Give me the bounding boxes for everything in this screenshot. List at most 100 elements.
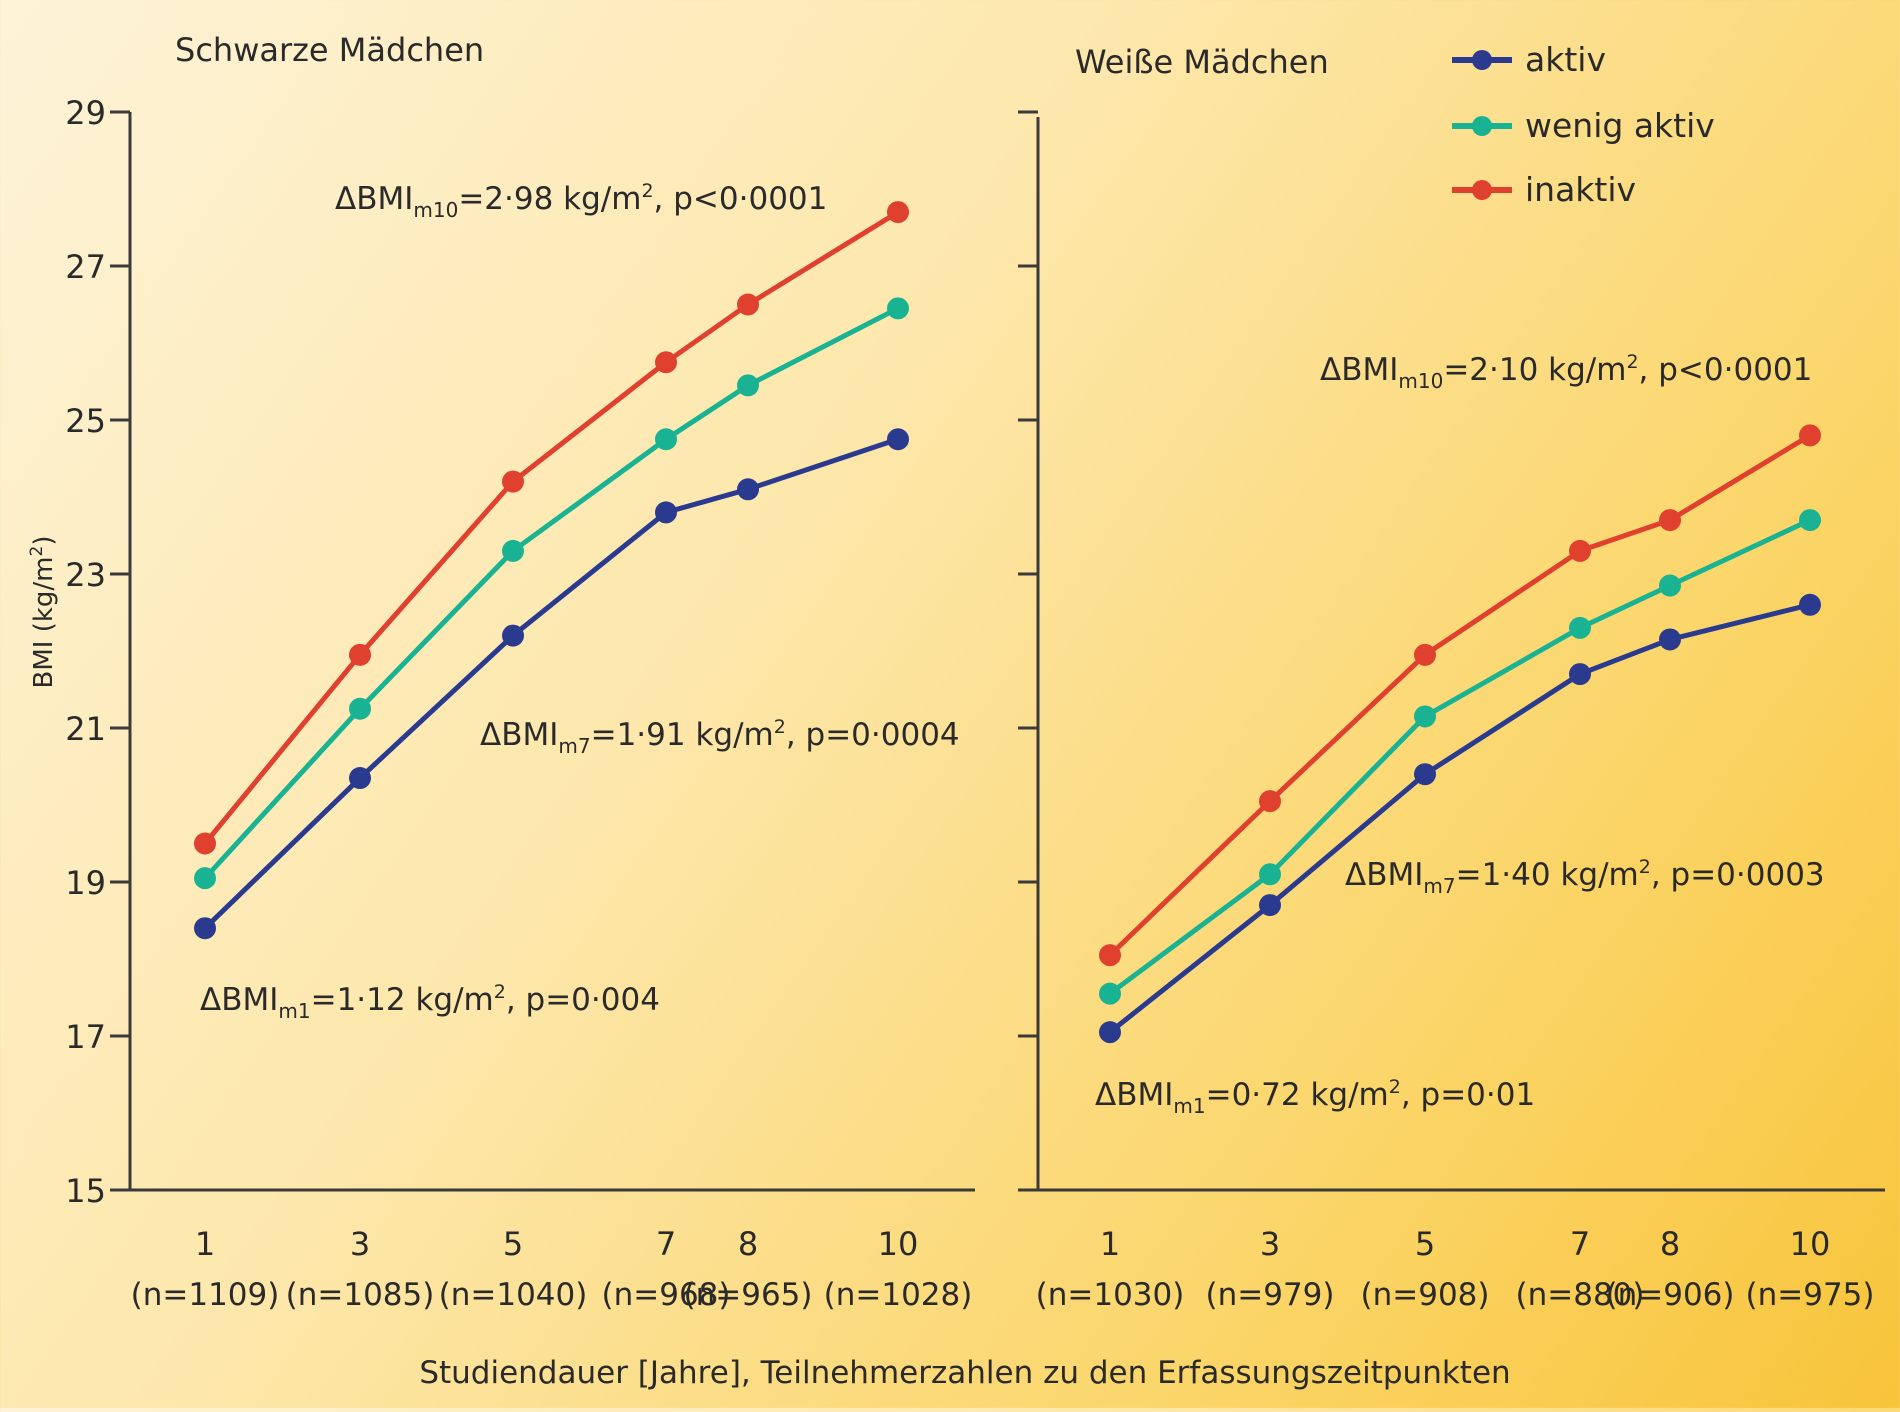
point-right-aktiv-3 — [1259, 894, 1281, 917]
x-tick-label-left-10: 10 — [878, 1225, 919, 1263]
point-right-inaktiv-8 — [1659, 509, 1681, 532]
point-left-wenig-aktiv-8 — [737, 374, 759, 397]
x-tick-label-right-3: 3 — [1260, 1225, 1280, 1263]
y-tick-label-25: 25 — [65, 402, 106, 440]
y-ticks-left — [110, 110, 130, 1192]
legend-item-inaktiv: inaktiv — [1452, 170, 1636, 209]
n-label-right-10: (n=975) — [1746, 1277, 1875, 1313]
point-left-inaktiv-8 — [737, 293, 759, 316]
x-tick-label-right-1: 1 — [1100, 1225, 1120, 1263]
x-tick-label-right-8: 8 — [1660, 1225, 1680, 1263]
point-left-aktiv-3 — [349, 767, 371, 790]
y-tick-label-29: 29 — [65, 94, 106, 132]
n-label-right-5: (n=908) — [1361, 1277, 1490, 1313]
series-line-right-inaktiv — [1108, 433, 1812, 957]
series-line-left-inaktiv — [203, 209, 900, 846]
x-tick-label-left-3: 3 — [350, 1225, 370, 1263]
point-left-wenig-aktiv-10 — [887, 297, 909, 320]
legend-label-wenig-aktiv: wenig aktiv — [1525, 106, 1715, 145]
n-label-left-10: (n=1028) — [824, 1277, 973, 1313]
point-left-aktiv-1 — [194, 917, 216, 940]
point-right-wenig-aktiv-10 — [1799, 509, 1821, 532]
annot-right-m7: ΔBMIm7=1·40 kg/m2, p=0·0003 — [1345, 856, 1825, 898]
y-tick-labels: 15 17 19 21 23 25 27 29 — [65, 94, 106, 1210]
series-line-left-wenig-aktiv — [203, 306, 900, 880]
n-label-left-8: (n=965) — [684, 1277, 813, 1313]
point-right-wenig-aktiv-7 — [1569, 616, 1591, 639]
annot-left-m10: ΔBMIm10=2·98 kg/m2, p<0·0001 — [335, 180, 827, 222]
series-group-right — [1099, 424, 1821, 1044]
series-line-left-aktiv — [203, 436, 899, 930]
point-left-wenig-aktiv-5 — [502, 539, 524, 562]
point-left-inaktiv-3 — [349, 643, 371, 666]
axis-right — [1036, 117, 1885, 1192]
n-label-left-3: (n=1085) — [286, 1277, 435, 1313]
y-axis-label: BMI (kg/m2) — [27, 536, 59, 689]
point-right-inaktiv-1 — [1099, 944, 1121, 967]
y-tick-label-23: 23 — [65, 556, 106, 594]
legend: aktiv wenig aktiv inaktiv — [1452, 40, 1715, 209]
y-tick-label-19: 19 — [65, 864, 106, 902]
y-tick-label-27: 27 — [65, 248, 106, 286]
x-tick-label-left-7: 7 — [656, 1225, 676, 1263]
point-right-inaktiv-3 — [1259, 790, 1281, 813]
y-tick-label-15: 15 — [65, 1172, 106, 1210]
point-left-inaktiv-10 — [887, 201, 909, 224]
point-left-wenig-aktiv-7 — [655, 428, 677, 451]
x-labels-left: 1 (n=1109) 3 (n=1085) 5 (n=1040) 7 (n=968)8 (n=9… — [131, 1225, 973, 1313]
panel-title-left: Schwarze Mädchen — [175, 31, 484, 69]
x-axis-label: Studiendauer [Jahre], Teilnehmerzahlen z… — [419, 1355, 1510, 1391]
annot-left-m7: ΔBMIm7=1·91 kg/m2, p=0·0004 — [480, 716, 960, 758]
point-right-wenig-aktiv-3 — [1259, 863, 1281, 886]
point-left-aktiv-5 — [502, 624, 524, 647]
point-right-wenig-aktiv-1 — [1099, 982, 1121, 1005]
n-label-right-8: (n=906) — [1606, 1277, 1735, 1313]
point-right-aktiv-1 — [1099, 1021, 1121, 1044]
point-right-aktiv-7 — [1569, 663, 1591, 686]
x-tick-label-left-5: 5 — [503, 1225, 523, 1263]
point-right-aktiv-8 — [1659, 628, 1681, 651]
point-right-aktiv-10 — [1799, 593, 1821, 616]
y-tick-label-17: 17 — [65, 1018, 106, 1056]
annot-right-m1: ΔBMIm1=0·72 kg/m2, p=0·01 — [1095, 1076, 1535, 1118]
series-line-right-wenig-aktiv — [1108, 517, 1812, 996]
point-right-inaktiv-5 — [1414, 643, 1436, 666]
n-label-right-1: (n=1030) — [1036, 1277, 1185, 1313]
y-ticks-right — [1018, 110, 1038, 1192]
n-label-left-7: (n=968) — [602, 1277, 731, 1313]
point-left-wenig-aktiv-3 — [349, 697, 371, 720]
series-line-right-aktiv — [1108, 602, 1811, 1035]
annot-left-m1: ΔBMIm1=1·12 kg/m2, p=0·004 — [200, 981, 660, 1023]
point-left-inaktiv-5 — [502, 470, 524, 493]
point-right-wenig-aktiv-5 — [1414, 705, 1436, 728]
legend-item-wenig-aktiv: wenig aktiv — [1452, 106, 1715, 145]
n-label-left-5: (n=1040) — [439, 1277, 588, 1313]
x-tick-label-right-7: 7 — [1570, 1225, 1590, 1263]
x-tick-label-left-1: 1 — [195, 1225, 215, 1263]
point-left-aktiv-7 — [655, 501, 677, 524]
point-right-aktiv-5 — [1414, 763, 1436, 786]
legend-label-aktiv: aktiv — [1525, 40, 1606, 79]
x-tick-label-right-5: 5 — [1415, 1225, 1435, 1263]
point-left-wenig-aktiv-1 — [194, 867, 216, 890]
series-group-left — [194, 201, 909, 940]
x-labels-right: 1 (n=1030) 3 (n=979) 5 (n=908) 7 (n=880) 8 (n=906… — [1036, 1225, 1875, 1313]
point-left-aktiv-10 — [887, 428, 909, 451]
annot-right-m10: ΔBMIm10=2·10 kg/m2, p<0·0001 — [1320, 351, 1812, 393]
n-label-right-3: (n=979) — [1206, 1277, 1335, 1313]
n-label-right-7: (n=880) — [1516, 1277, 1645, 1313]
axis-left — [128, 112, 975, 1192]
point-left-aktiv-8 — [737, 478, 759, 501]
legend-item-aktiv: aktiv — [1452, 40, 1606, 79]
point-left-inaktiv-7 — [655, 351, 677, 374]
y-tick-label-21: 21 — [65, 710, 106, 748]
x-tick-label-left-8: 8 — [738, 1225, 758, 1263]
panel-title-right: Weiße Mädchen — [1075, 43, 1329, 81]
legend-label-inaktiv: inaktiv — [1525, 170, 1636, 209]
n-label-left-1: (n=1109) — [131, 1277, 280, 1313]
point-right-inaktiv-7 — [1569, 539, 1591, 562]
x-tick-label-right-10: 10 — [1790, 1225, 1831, 1263]
point-left-inaktiv-1 — [194, 832, 216, 855]
